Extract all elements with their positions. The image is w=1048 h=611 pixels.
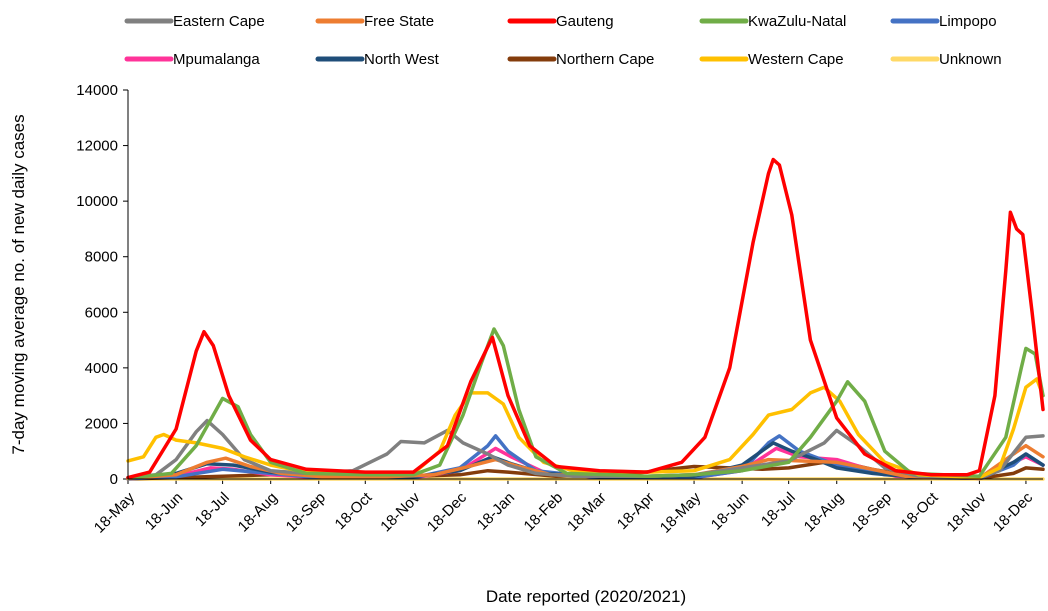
x-axis-title: Date reported (2020/2021) <box>486 587 686 606</box>
legend-label: Gauteng <box>556 13 614 30</box>
legend-label: KwaZulu-Natal <box>748 13 846 30</box>
y-axis-ticks: 0 2000 4000 6000 8000 10000 12000 14000 <box>76 82 128 488</box>
y-tick-label: 14000 <box>76 82 118 99</box>
x-tick-label: 18-Aug <box>801 489 847 535</box>
x-tick-label: 18-Oct <box>332 489 376 533</box>
y-tick-label: 2000 <box>85 415 118 432</box>
x-tick-label: 18-May <box>91 489 139 537</box>
x-tick-label: 18-Dec <box>424 489 471 536</box>
x-tick-label: 18-Nov <box>943 489 990 536</box>
legend-label: North West <box>364 51 440 68</box>
x-tick-label: 18-Aug <box>235 489 281 535</box>
legend-label: Limpopo <box>939 13 997 30</box>
x-tick-label: 18-Sep <box>283 489 329 535</box>
legend-label: Unknown <box>939 51 1002 68</box>
x-tick-label: 18-Nov <box>377 489 424 536</box>
legend-label: Mpumalanga <box>173 51 260 68</box>
x-tick-label: 18-Jul <box>192 489 233 530</box>
x-tick-label: 18-Feb <box>521 489 567 535</box>
legend-label: Eastern Cape <box>173 13 265 30</box>
y-tick-label: 8000 <box>85 249 118 266</box>
legend-label: Western Cape <box>748 51 844 68</box>
y-axis-title: 7-day moving average no. of new daily ca… <box>9 114 28 454</box>
legend-label: Northern Cape <box>556 51 654 68</box>
x-tick-label: 18-Jun <box>142 489 186 533</box>
y-tick-label: 6000 <box>85 304 118 321</box>
y-tick-label: 12000 <box>76 138 118 155</box>
legend-label: Free State <box>364 13 434 30</box>
x-tick-label: 18-Dec <box>990 489 1037 536</box>
y-tick-label: 0 <box>110 471 118 488</box>
x-tick-label: 18-Apr <box>614 489 658 533</box>
x-tick-label: 18-Jun <box>708 489 752 533</box>
x-tick-label: 18-May <box>657 489 705 537</box>
x-axis-ticks: 18-May 18-Jun 18-Jul 18-Aug 18-Sep 18-Oct 18-N… <box>91 479 1037 537</box>
series-line-gauteng <box>126 157 1045 480</box>
legend: Eastern Cape Free State Gauteng KwaZulu-Nat… <box>124 13 1002 68</box>
y-tick-label: 10000 <box>76 193 118 210</box>
x-tick-label: 18-Jan <box>474 489 518 533</box>
x-tick-label: 18-Jul <box>758 489 799 530</box>
series-line-western-cape <box>126 377 1045 480</box>
x-tick-label: 18-Mar <box>564 489 610 535</box>
plot-lines <box>126 157 1045 481</box>
x-tick-label: 18-Oct <box>898 489 942 533</box>
y-tick-label: 4000 <box>85 360 118 377</box>
x-tick-label: 18-Sep <box>849 489 895 535</box>
